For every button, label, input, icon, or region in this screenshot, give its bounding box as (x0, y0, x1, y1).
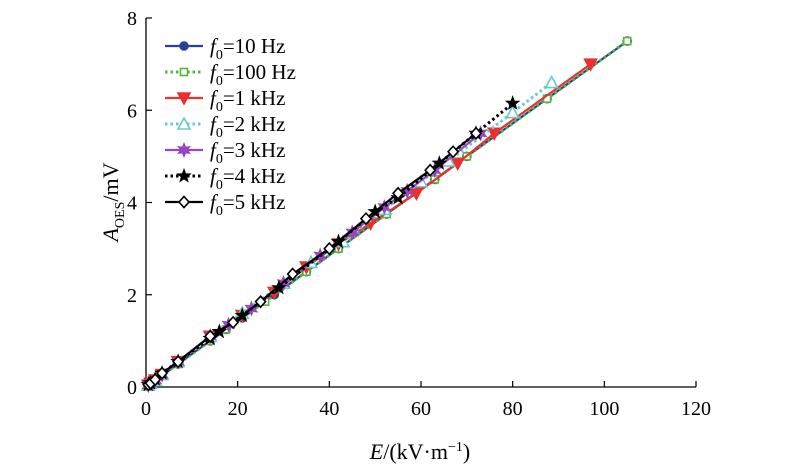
x-tick-label: 60 (411, 398, 431, 420)
data-point (286, 267, 299, 281)
data-point (504, 95, 521, 110)
legend-marker (177, 141, 191, 159)
legend-entry: f0=5 kHz (165, 190, 285, 219)
x-tick-label: 100 (589, 398, 619, 420)
legend-marker (176, 92, 192, 106)
data-point (622, 36, 632, 46)
data-point (424, 163, 437, 177)
data-point (409, 187, 424, 201)
legend-entry: f0=10 Hz (165, 34, 285, 63)
data-point (447, 145, 460, 159)
legend-entry: f0=3 kHz (165, 138, 285, 167)
legend-marker (179, 67, 189, 77)
data-point (400, 182, 415, 200)
plot-series (140, 36, 633, 394)
legend-label: f0=4 kHz (210, 164, 285, 193)
data-point (254, 294, 267, 309)
data-point (392, 186, 405, 200)
legend-marker (179, 41, 189, 51)
legend-entry: f0=100 Hz (165, 60, 296, 89)
legend-marker (177, 195, 191, 209)
x-tick-label: 120 (681, 398, 711, 420)
legend-label: f0=2 kHz (210, 112, 285, 141)
x-tick-label: 80 (503, 398, 523, 420)
legend-entry: f0=1 kHz (165, 86, 285, 115)
y-tick-label: 8 (127, 8, 137, 30)
data-point (505, 104, 521, 119)
legend-label: f0=3 kHz (210, 138, 285, 167)
data-point (345, 224, 360, 241)
legend-marker (176, 116, 192, 130)
x-tick-label: 20 (228, 398, 248, 420)
legend-entry: f0=4 kHz (165, 164, 285, 193)
x-axis-title: E/(kV·m−1) (369, 439, 470, 464)
y-tick-label: 0 (127, 377, 137, 399)
data-point (155, 366, 169, 380)
legend-label: f0=1 kHz (210, 86, 285, 115)
y-axis-title: AOES/mV (98, 162, 128, 243)
data-point (323, 241, 336, 256)
data-point (450, 157, 466, 171)
data-point (583, 58, 598, 72)
axes: 0 20 40 60 80 100 120 0 2 4 6 8 (127, 8, 711, 420)
data-point (359, 211, 373, 226)
y-tick-label: 2 (127, 285, 137, 307)
data-point (469, 126, 483, 141)
data-point (227, 315, 240, 330)
data-point (204, 329, 217, 343)
x-tick-label: 0 (141, 398, 151, 420)
legend-label: f0=100 Hz (210, 60, 296, 89)
y-tick-label: 4 (127, 193, 137, 215)
y-tick-label: 6 (127, 100, 137, 122)
data-point (544, 74, 559, 89)
legend-entry: f0=2 kHz (165, 112, 285, 141)
x-tick-label: 40 (319, 398, 339, 420)
series-6 (142, 126, 483, 392)
data-point (172, 354, 185, 369)
data-point (149, 372, 162, 387)
legend-label: f0=10 Hz (210, 34, 285, 63)
legend-marker (176, 167, 192, 183)
legend-label: f0=5 kHz (210, 190, 285, 219)
